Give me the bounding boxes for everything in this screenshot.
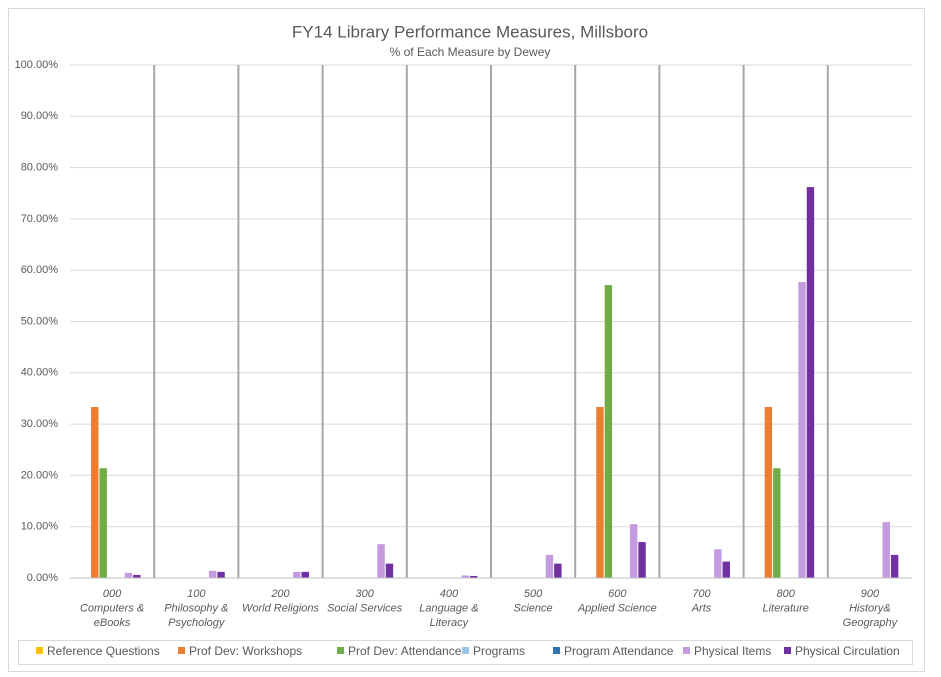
legend-swatch [553,647,560,654]
x-tick-label: 100 [187,588,206,600]
legend-label: Prof Dev: Attendance [348,644,462,658]
bar [293,571,301,578]
y-tick-label: 60.00% [21,264,59,276]
chart-subtitle: % of Each Measure by Dewey [390,45,551,59]
x-tick-label: Philosophy & [164,602,228,614]
bar [461,575,469,578]
bar [882,522,890,578]
x-tick-label: Social Services [327,602,403,614]
y-tick-label: 40.00% [21,367,59,379]
chart-title: FY14 Library Performance Measures, Mills… [292,22,648,41]
legend-label: Programs [473,644,525,658]
x-tick-label: 500 [524,588,543,600]
bar [764,407,773,578]
bar [545,554,554,578]
y-tick-label: 90.00% [21,110,59,122]
bar [798,281,806,578]
bar [301,571,309,578]
bar [638,542,646,578]
bar [629,524,638,578]
x-tick-label: Literacy [430,617,470,629]
bar [554,563,562,578]
bar [469,575,478,578]
x-tick-label: Geography [843,617,899,629]
x-tick-label: Science [514,602,553,614]
x-tick-label: Arts [691,602,712,614]
x-tick-label: 300 [356,588,375,600]
x-tick-label: Literature [762,602,808,614]
y-tick-label: 20.00% [21,469,59,481]
legend-swatch [337,647,344,654]
x-tick-label: 800 [777,588,796,600]
x-tick-label: 400 [440,588,459,600]
x-tick-label: Language & [419,602,478,614]
chart-border [8,8,925,672]
bar [604,285,613,578]
y-tick-label: 80.00% [21,162,59,174]
x-tick-label: Computers & [80,602,144,614]
legend-swatch [784,647,791,654]
x-tick-label: World Religions [242,602,320,614]
y-tick-label: 50.00% [21,315,59,327]
x-tick-label: eBooks [94,617,131,629]
bar [133,574,141,578]
legend-label: Physical Items [694,644,771,658]
bar [773,468,781,578]
bar [385,563,394,578]
x-tick-label: 900 [861,588,880,600]
y-tick-label: 10.00% [21,521,59,533]
legend-box [18,640,913,665]
bar [890,554,899,578]
bar [124,572,133,578]
x-tick-label: 200 [270,588,290,600]
x-tick-label: History& [849,602,891,614]
x-tick-label: 000 [103,588,122,600]
bar [596,407,604,578]
bar [377,544,385,578]
bar [91,407,99,578]
legend-swatch [462,647,469,654]
y-tick-label: 30.00% [21,418,59,430]
x-tick-label: 700 [692,588,711,600]
legend-label: Reference Questions [47,644,160,658]
x-tick-label: Applied Science [577,602,657,614]
x-tick-label: 600 [608,588,627,600]
bar [714,549,722,578]
y-tick-label: 0.00% [27,572,58,584]
bar [217,571,225,578]
legend-swatch [36,647,43,654]
y-tick-label: 100.00% [15,59,59,71]
bar [806,187,815,578]
bar [99,468,107,578]
legend-swatch [683,647,690,654]
legend-label: Program Attendance [564,644,674,658]
bar [208,570,217,578]
legend-label: Physical Circulation [795,644,900,658]
bar [722,561,730,578]
legend-swatch [178,647,185,654]
legend-label: Prof Dev: Workshops [189,644,302,658]
y-tick-label: 70.00% [21,213,59,225]
x-tick-label: Psychology [168,617,226,629]
